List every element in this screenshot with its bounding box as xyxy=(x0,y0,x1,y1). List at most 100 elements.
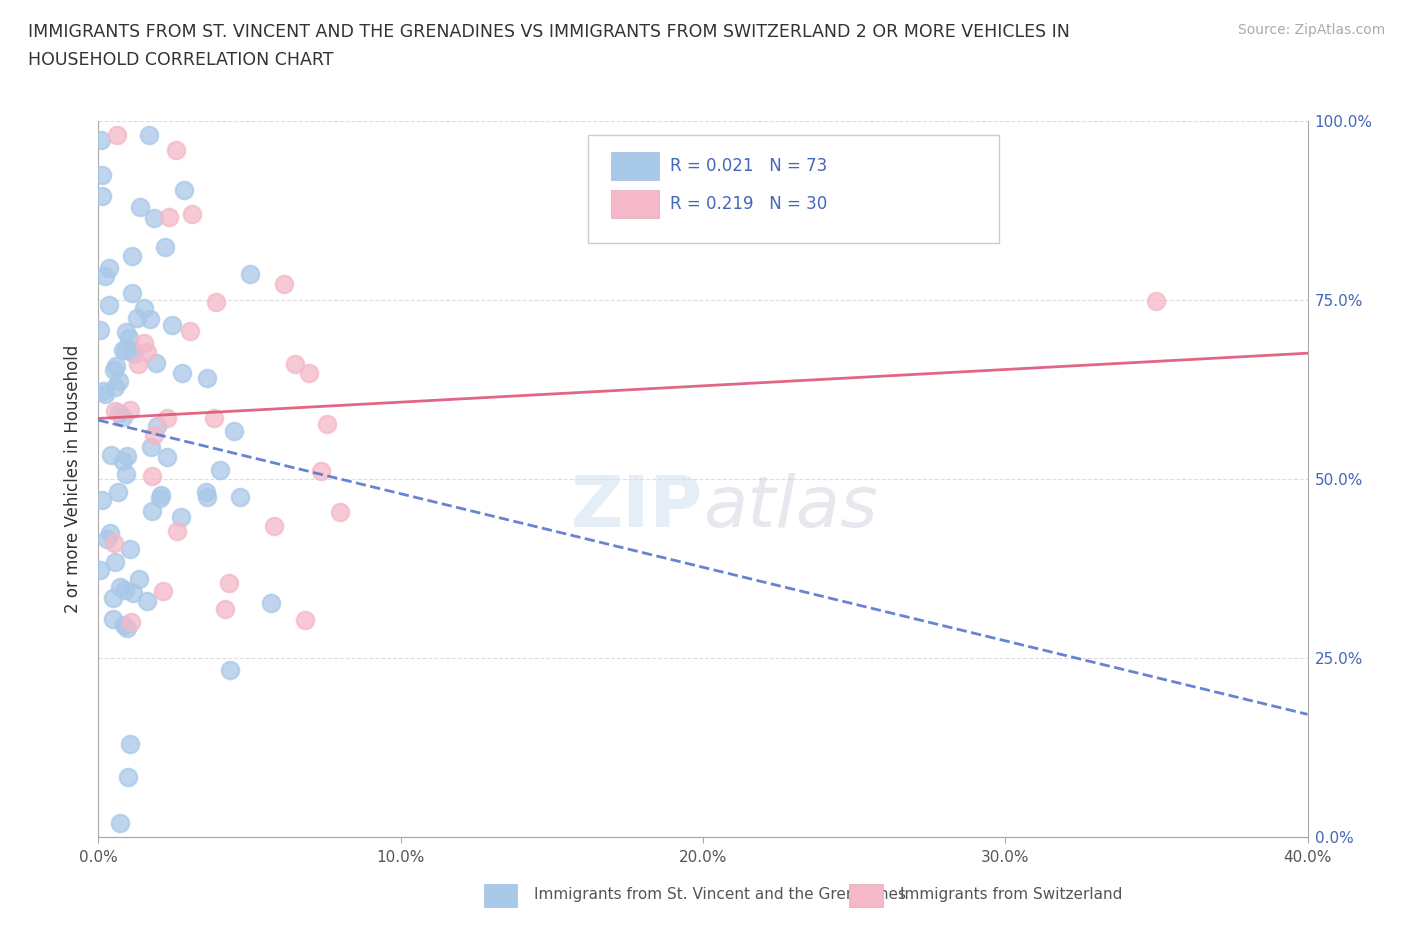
Point xyxy=(96,532,118,547)
Point xyxy=(263,519,285,534)
Point xyxy=(214,602,236,617)
Point xyxy=(127,356,149,371)
Point xyxy=(135,345,157,360)
Point xyxy=(150,487,173,502)
Point xyxy=(91,168,114,183)
Text: R = 0.021   N = 73: R = 0.021 N = 73 xyxy=(671,157,828,175)
Point xyxy=(208,463,231,478)
Point xyxy=(138,127,160,142)
Point xyxy=(94,386,117,401)
Point xyxy=(111,342,134,357)
Point xyxy=(143,210,166,225)
Point xyxy=(129,200,152,215)
Point xyxy=(156,449,179,464)
Point xyxy=(153,240,176,255)
Point xyxy=(104,359,127,374)
Point xyxy=(228,489,250,504)
Point xyxy=(239,267,262,282)
Point xyxy=(205,295,228,310)
Point xyxy=(90,133,112,148)
Point xyxy=(309,464,332,479)
FancyBboxPatch shape xyxy=(612,152,659,180)
Point xyxy=(149,491,172,506)
Point xyxy=(108,405,131,420)
Point xyxy=(141,503,163,518)
Point xyxy=(132,300,155,315)
Point xyxy=(121,342,143,357)
Point xyxy=(97,298,120,312)
Text: Source: ZipAtlas.com: Source: ZipAtlas.com xyxy=(1237,23,1385,37)
Point xyxy=(90,493,112,508)
Point xyxy=(101,591,124,605)
Point xyxy=(105,127,128,142)
Point xyxy=(103,536,125,551)
Text: IMMIGRANTS FROM ST. VINCENT AND THE GRENADINES VS IMMIGRANTS FROM SWITZERLAND 2 : IMMIGRANTS FROM ST. VINCENT AND THE GREN… xyxy=(28,23,1070,41)
Point xyxy=(329,505,352,520)
Point xyxy=(94,269,117,284)
Point xyxy=(111,409,134,424)
Point xyxy=(115,343,138,358)
Text: atlas: atlas xyxy=(703,473,877,542)
Point xyxy=(294,613,316,628)
Point xyxy=(173,182,195,197)
Point xyxy=(108,816,131,830)
Point xyxy=(156,411,179,426)
Point xyxy=(195,489,218,504)
Point xyxy=(152,584,174,599)
Point xyxy=(122,586,145,601)
Point xyxy=(219,663,242,678)
Point xyxy=(89,323,111,338)
FancyBboxPatch shape xyxy=(612,190,659,219)
Point xyxy=(104,379,127,394)
Point xyxy=(103,363,125,378)
Point xyxy=(218,576,240,591)
Point xyxy=(104,403,127,418)
Point xyxy=(118,330,141,345)
Point xyxy=(121,286,143,300)
Point xyxy=(197,370,219,385)
Point xyxy=(128,571,150,586)
Point xyxy=(145,418,167,433)
Point xyxy=(112,454,135,469)
Point xyxy=(181,206,204,221)
Point xyxy=(166,524,188,538)
Point xyxy=(89,563,111,578)
Point xyxy=(121,248,143,263)
Y-axis label: 2 or more Vehicles in Household: 2 or more Vehicles in Household xyxy=(65,345,83,613)
Point xyxy=(104,554,127,569)
Text: Immigrants from St. Vincent and the Grenadines: Immigrants from St. Vincent and the Gren… xyxy=(534,887,907,902)
Point xyxy=(143,428,166,443)
Point xyxy=(115,620,138,635)
Point xyxy=(162,317,184,332)
Point xyxy=(114,582,136,597)
Point xyxy=(108,374,131,389)
Point xyxy=(108,579,131,594)
Text: ZIP: ZIP xyxy=(571,473,703,542)
Point xyxy=(260,595,283,610)
Point xyxy=(118,737,141,751)
Point xyxy=(145,355,167,370)
Text: HOUSEHOLD CORRELATION CHART: HOUSEHOLD CORRELATION CHART xyxy=(28,51,333,69)
Point xyxy=(316,417,339,432)
Point xyxy=(90,189,112,204)
Point xyxy=(98,525,121,540)
Point xyxy=(273,277,295,292)
Point xyxy=(1146,294,1168,309)
Point xyxy=(117,449,139,464)
Point xyxy=(120,615,142,630)
Point xyxy=(179,324,201,339)
Point xyxy=(170,365,193,380)
Point xyxy=(112,618,135,632)
Point xyxy=(124,346,146,361)
Point xyxy=(141,469,163,484)
Point xyxy=(107,484,129,498)
Point xyxy=(125,311,148,325)
Point xyxy=(91,384,114,399)
Point xyxy=(117,770,139,785)
Point xyxy=(118,541,141,556)
Text: Immigrants from Switzerland: Immigrants from Switzerland xyxy=(900,887,1122,902)
Point xyxy=(297,365,319,380)
Point xyxy=(165,142,187,157)
Point xyxy=(132,336,155,351)
Point xyxy=(101,612,124,627)
